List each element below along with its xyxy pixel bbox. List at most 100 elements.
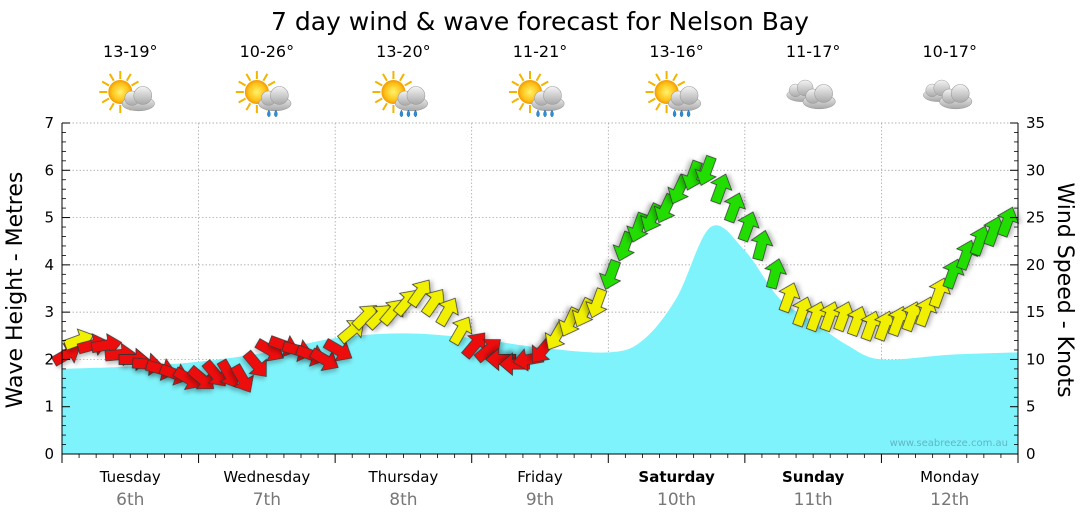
y-right-tick-label: 30 <box>1026 161 1045 179</box>
day-date-label: 10th <box>657 490 696 510</box>
sun-ray <box>511 97 520 104</box>
sun-ray <box>655 73 661 82</box>
wind-arrow-shape <box>710 173 733 205</box>
wind-arrow <box>420 289 445 318</box>
y-left-tick-label: 5 <box>44 209 54 227</box>
wind-arrow-shape <box>694 154 717 186</box>
sun-ray <box>382 73 388 82</box>
sun-ray <box>125 73 132 82</box>
wind-arrow-shape <box>901 301 924 333</box>
sun-cloud-showers-icon <box>372 71 428 118</box>
cloud-front <box>258 86 292 112</box>
temperature-range: 11-17° <box>786 42 841 61</box>
day-name-label: Sunday <box>782 468 845 486</box>
cloud-part <box>814 84 833 103</box>
wind-arrow-shape <box>887 305 910 337</box>
wind-arrow <box>846 305 869 337</box>
sun-ray <box>518 102 525 111</box>
cloud-part <box>950 84 970 103</box>
rain-drop <box>406 109 411 118</box>
sun-cloud-showers-icon <box>509 71 565 118</box>
wind-arrow-shape <box>653 192 677 224</box>
wind-arrow-shape <box>309 347 339 372</box>
day-name-label: Tuesday <box>99 468 161 486</box>
cloud-part <box>270 86 289 105</box>
wind-arrow <box>309 347 339 372</box>
cloud-front <box>668 86 702 112</box>
day-date-label: 7th <box>253 490 281 510</box>
y-right-tick-label: 15 <box>1026 303 1045 321</box>
wind-arrow <box>598 258 622 290</box>
partly-cloudy-icon <box>99 71 155 113</box>
wind-arrow-shape <box>448 316 473 347</box>
rain-drop <box>686 109 691 118</box>
sun-ray <box>238 80 247 87</box>
sun-ray <box>535 73 542 82</box>
y-right-tick-label: 5 <box>1026 398 1036 416</box>
cloud-front <box>121 86 155 112</box>
temperature-range: 13-16° <box>649 42 704 61</box>
sun-ray <box>404 80 413 87</box>
sun-cloud-rain-icon <box>235 71 292 118</box>
sun-ray <box>655 102 661 111</box>
wind-arrow-shape <box>791 296 815 328</box>
y-left-tick-label: 0 <box>44 445 54 463</box>
cloudy-icon <box>923 79 973 110</box>
y-axis-left-title: Wave Height - Metres <box>3 172 28 409</box>
y-left-tick-label: 7 <box>44 114 54 132</box>
wind-arrow-shape <box>50 343 81 367</box>
chart-title: 7 day wind & wave forecast for Nelson Ba… <box>271 7 809 36</box>
sun-ray <box>399 73 405 82</box>
wind-arrow <box>710 173 733 205</box>
wind-arrow-shape <box>832 301 856 333</box>
temperature-range: 13-20° <box>376 42 431 61</box>
day-date-label: 12th <box>930 490 969 510</box>
wind-arrow <box>764 258 788 290</box>
sun-ray <box>108 73 115 82</box>
wind-arrow <box>887 305 910 337</box>
wind-arrow-layer <box>50 154 1020 393</box>
wind-arrow-shape <box>322 338 353 362</box>
day-date-label: 8th <box>389 490 417 510</box>
sun-ray <box>382 102 388 111</box>
wind-arrow <box>694 154 717 186</box>
day-name-label: Monday <box>920 468 979 486</box>
day-name-label: Thursday <box>368 468 439 486</box>
y-left-tick-label: 1 <box>44 398 54 416</box>
wind-arrow <box>680 159 704 191</box>
wind-arrow <box>242 349 267 377</box>
wind-arrow-shape <box>873 310 897 342</box>
wind-arrow <box>653 192 677 224</box>
sun-ray <box>518 73 525 82</box>
sun-ray <box>108 102 115 111</box>
y-left-tick-label: 4 <box>44 256 54 274</box>
wind-arrow <box>778 282 801 314</box>
cloud-part <box>406 86 426 105</box>
wind-arrow-shape <box>420 289 445 318</box>
wind-arrow <box>485 347 517 372</box>
y-right-tick-label: 20 <box>1026 256 1045 274</box>
x-axis-day-labels: Tuesday 6th Wednesday 7th Thursday 8th Friday 9… <box>99 468 980 510</box>
wind-arrow <box>791 296 815 328</box>
sun-ray <box>647 97 656 104</box>
y-right-tick-label: 10 <box>1026 350 1045 368</box>
wind-arrow-shape <box>723 192 746 224</box>
temperature-range: 13-19° <box>103 42 158 61</box>
wave-area-layer <box>62 225 1018 454</box>
rain-drop <box>267 109 271 118</box>
rain-drop <box>274 109 278 118</box>
wind-arrow <box>901 301 924 333</box>
wind-arrow-shape <box>435 297 459 328</box>
sun-ray <box>672 73 678 82</box>
cloud-front <box>531 86 565 112</box>
wind-arrow-shape <box>764 258 788 290</box>
day-name-label: Friday <box>517 468 563 486</box>
cloud-front <box>394 86 428 112</box>
wind-arrow <box>996 206 1020 238</box>
day-name-label: Saturday <box>638 468 715 486</box>
rain-drop <box>679 109 684 118</box>
sun-ray <box>131 80 139 87</box>
sun-ray <box>101 80 110 87</box>
wind-arrow <box>230 363 254 393</box>
